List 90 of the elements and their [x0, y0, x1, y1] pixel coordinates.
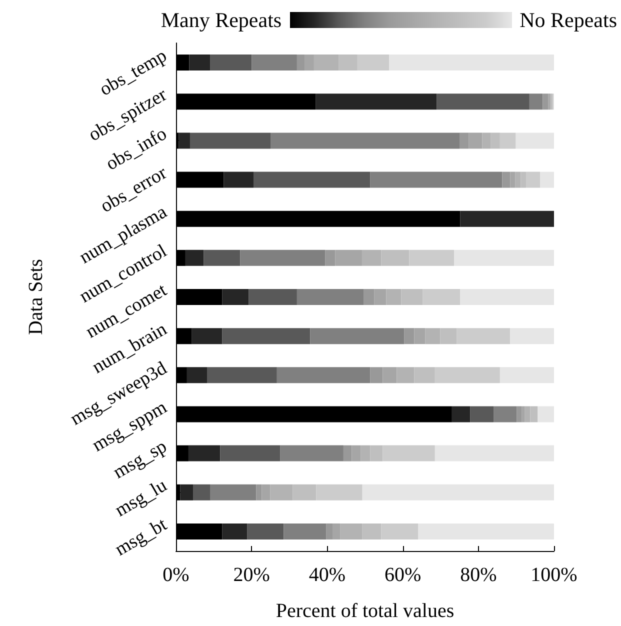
bar — [247, 523, 284, 540]
bar — [222, 328, 310, 344]
bar — [470, 406, 494, 422]
bar — [436, 94, 530, 110]
bar — [414, 328, 426, 344]
bar — [540, 172, 554, 188]
bar — [210, 484, 256, 500]
x-tick-label: 0% — [162, 564, 190, 586]
bar — [296, 289, 364, 305]
bar — [409, 250, 454, 266]
bar — [422, 289, 460, 305]
bar — [270, 132, 460, 149]
bar — [262, 484, 270, 500]
bar — [248, 289, 297, 305]
bar — [418, 523, 554, 540]
bar — [516, 132, 554, 149]
bar — [193, 484, 210, 500]
y-axis-title: Data Sets — [25, 258, 47, 336]
bar — [256, 484, 262, 500]
bar — [404, 328, 414, 344]
bar — [374, 289, 386, 305]
bar — [454, 250, 554, 266]
bar — [460, 132, 469, 149]
bar — [362, 484, 554, 500]
bar — [542, 94, 548, 110]
bar — [434, 445, 554, 462]
bar — [180, 484, 194, 500]
bar — [224, 172, 254, 188]
bar — [526, 172, 540, 188]
bar — [316, 94, 437, 110]
bar — [276, 367, 370, 384]
bar — [529, 94, 543, 110]
bar — [325, 250, 336, 266]
x-tick-label: 20% — [233, 564, 270, 586]
bar — [304, 54, 314, 71]
bar — [434, 367, 500, 384]
bar — [253, 172, 370, 188]
bar — [370, 172, 502, 188]
bar — [190, 132, 270, 149]
x-tick-label: 40% — [308, 564, 346, 586]
bar — [382, 367, 397, 384]
bar — [222, 289, 249, 305]
bar — [516, 406, 522, 422]
bar — [500, 367, 554, 384]
bar — [240, 250, 326, 266]
text: No Repeats — [520, 8, 617, 32]
bar — [206, 367, 277, 384]
x-tick-label: 80% — [460, 564, 497, 586]
bar — [204, 250, 240, 266]
bar — [460, 289, 554, 305]
bar — [381, 523, 418, 540]
bar — [188, 445, 220, 462]
bar — [494, 406, 517, 422]
bar — [189, 54, 210, 71]
bar — [335, 250, 362, 266]
bar — [280, 445, 344, 462]
bar — [452, 406, 470, 422]
bar — [222, 523, 248, 540]
x-tick-label: 60% — [384, 564, 422, 586]
bar — [284, 523, 326, 540]
bar — [178, 132, 190, 149]
bar — [389, 54, 554, 71]
x-axis-title: Percent of total values — [276, 600, 454, 622]
bar — [296, 54, 305, 71]
text: Many Repeats — [160, 8, 282, 32]
bar — [460, 210, 554, 227]
bar — [252, 54, 297, 71]
bar — [538, 406, 554, 422]
bar — [332, 523, 340, 540]
bar — [310, 328, 404, 344]
bar — [210, 54, 252, 71]
bar — [316, 484, 362, 500]
bar — [468, 132, 482, 149]
bar — [192, 328, 222, 344]
bar — [456, 328, 510, 344]
bar — [357, 54, 390, 71]
bar — [363, 289, 374, 305]
bar — [382, 445, 435, 462]
bar — [370, 367, 383, 384]
bar — [326, 523, 332, 540]
bar — [220, 445, 280, 462]
bar — [343, 445, 352, 462]
bar — [510, 172, 516, 188]
x-tick-label: 100% — [530, 564, 578, 586]
bar — [502, 172, 510, 188]
bar — [352, 445, 361, 462]
bar — [185, 250, 204, 266]
bar — [510, 328, 554, 344]
bar — [500, 132, 516, 149]
bar — [186, 367, 207, 384]
